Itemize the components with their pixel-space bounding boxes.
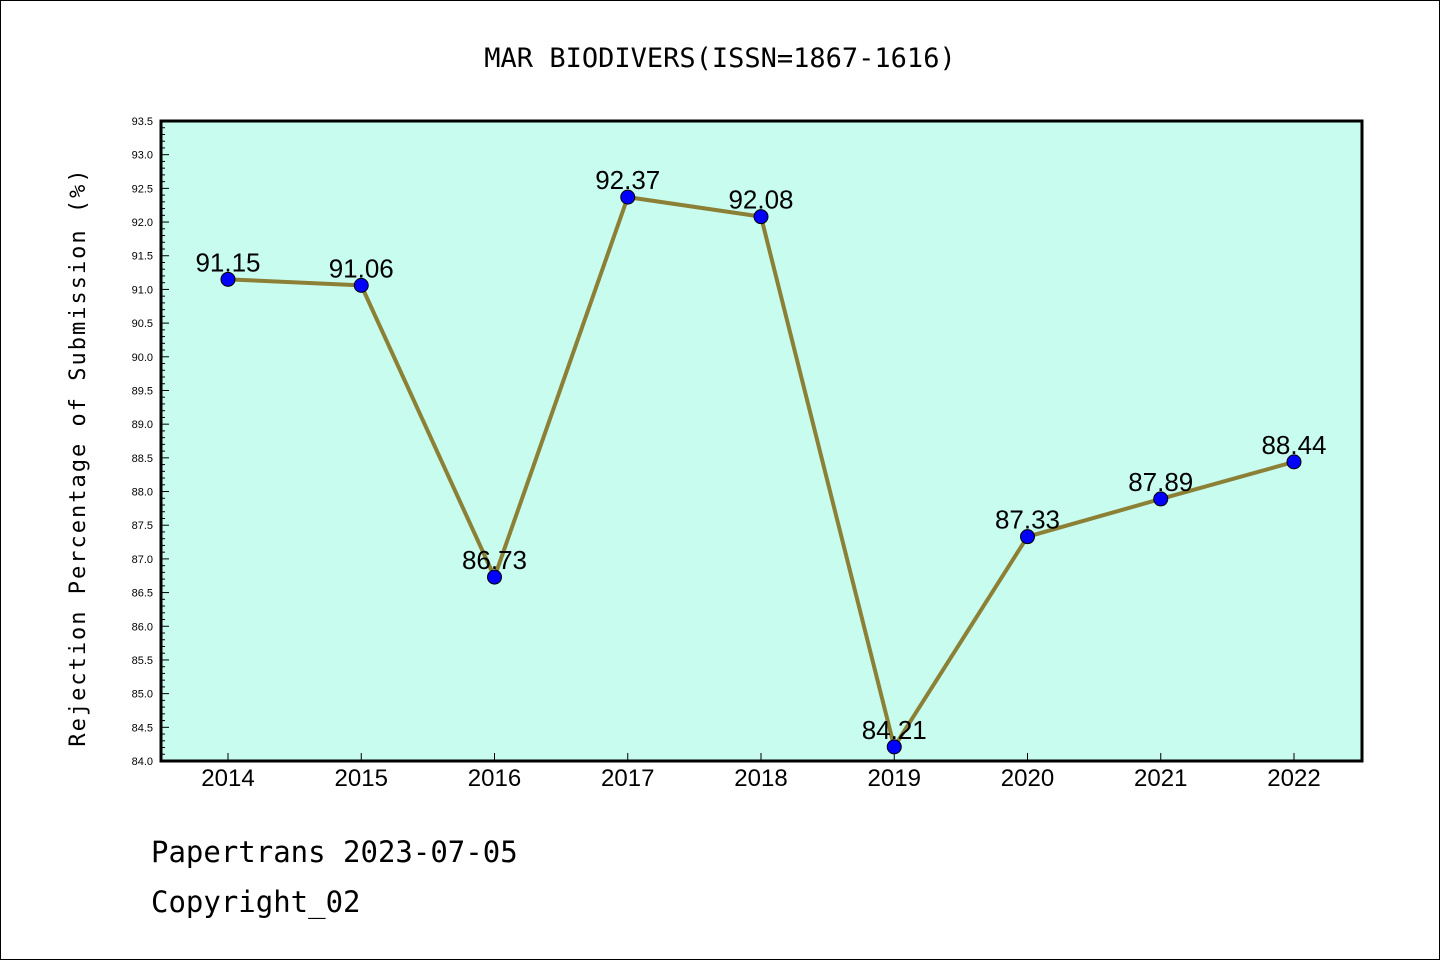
data-label: 92.08 bbox=[728, 185, 793, 215]
data-label: 88.44 bbox=[1261, 430, 1326, 460]
y-tick-label: 88.5 bbox=[132, 453, 153, 465]
y-axis-label: Rejection Percentage of Submission (%) bbox=[66, 167, 91, 746]
y-tick-label: 86.5 bbox=[132, 588, 153, 600]
y-tick-label: 91.5 bbox=[132, 251, 153, 263]
x-tick-label: 2020 bbox=[1001, 765, 1054, 792]
data-label: 87.33 bbox=[995, 505, 1060, 535]
plot-area bbox=[161, 121, 1362, 761]
y-tick-label: 92.5 bbox=[132, 183, 153, 195]
x-tick-label: 2022 bbox=[1267, 765, 1320, 792]
data-point bbox=[220, 271, 236, 287]
data-point bbox=[353, 277, 369, 293]
y-tick-label: 92.0 bbox=[132, 217, 153, 229]
data-point bbox=[886, 739, 902, 755]
data-point bbox=[1286, 454, 1302, 470]
data-series: 91.15 91.06 86.73 92.37 92.08 84.21 87.33 87.89… bbox=[195, 165, 1327, 755]
data-point bbox=[1153, 491, 1169, 507]
y-tick-label: 91.0 bbox=[132, 284, 153, 296]
chart-title: MAR BIODIVERS(ISSN=1867-1616) bbox=[484, 43, 955, 74]
data-label: 92.37 bbox=[595, 165, 660, 195]
data-label: 84.21 bbox=[862, 715, 927, 745]
axes: 84.0 84.5 85.0 85.5 86.0 86.5 87.0 87.5 88.0 88.5… bbox=[132, 116, 1321, 792]
footer-credit: Papertrans 2023-07-05 bbox=[151, 835, 518, 869]
y-tick-label: 84.5 bbox=[132, 722, 153, 734]
plot-frame bbox=[159, 119, 1364, 763]
x-tick-label: 2019 bbox=[868, 765, 921, 792]
y-tick-label: 85.0 bbox=[132, 689, 153, 701]
x-tick-label: 2016 bbox=[468, 765, 521, 792]
y-tick-label: 87.0 bbox=[132, 554, 153, 566]
footer-copyright: Copyright_02 bbox=[151, 885, 361, 919]
x-tick-label: 2018 bbox=[734, 765, 787, 792]
data-point bbox=[1020, 529, 1035, 545]
x-tick-label: 2014 bbox=[201, 765, 254, 792]
y-tick-label: 90.0 bbox=[132, 352, 153, 364]
data-label: 87.89 bbox=[1128, 467, 1193, 497]
data-point bbox=[620, 189, 636, 205]
data-label: 91.06 bbox=[329, 253, 394, 283]
x-tick-label: 2021 bbox=[1134, 765, 1187, 792]
y-tick-label: 93.5 bbox=[132, 116, 153, 128]
y-tick-label: 89.5 bbox=[132, 385, 153, 397]
y-tick-label: 84.0 bbox=[132, 756, 153, 768]
x-tick-label: 2017 bbox=[601, 765, 654, 792]
y-tick-label: 90.5 bbox=[132, 318, 153, 330]
y-tick-label: 87.5 bbox=[132, 520, 153, 532]
y-tick-label: 88.0 bbox=[132, 487, 153, 499]
data-point bbox=[753, 209, 769, 225]
y-tick-label: 86.0 bbox=[132, 621, 153, 633]
x-tick-label: 2015 bbox=[335, 765, 388, 792]
y-tick-label: 89.0 bbox=[132, 419, 153, 431]
y-tick-label: 93.0 bbox=[132, 150, 153, 162]
data-point bbox=[487, 569, 502, 585]
y-tick-label: 85.5 bbox=[132, 655, 153, 667]
data-label: 86.73 bbox=[462, 545, 527, 575]
data-label: 91.15 bbox=[195, 247, 260, 277]
